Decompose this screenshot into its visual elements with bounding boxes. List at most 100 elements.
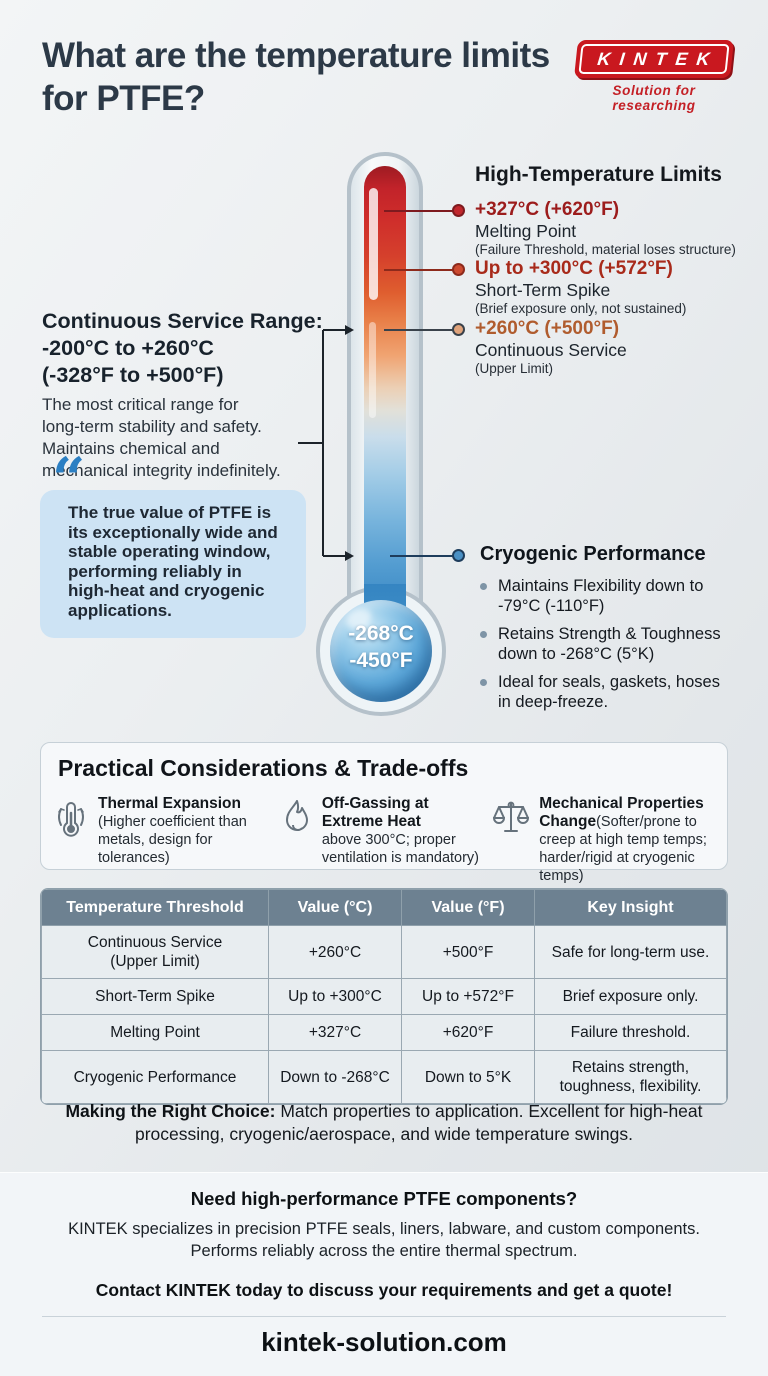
consideration-label: Thermal Expansion: [98, 795, 241, 812]
footer-contact-cta: Contact KINTEK today to discuss your req…: [95, 1280, 673, 1300]
consideration-text: Mechanical Properties Change(Softer/pron…: [539, 795, 722, 885]
cryogenic-connector-line: [390, 555, 456, 557]
consideration-desc: (Higher coefficient than metals, design …: [98, 814, 247, 866]
consideration-thermal-expansion: Thermal Expansion (Higher coefficient th…: [52, 795, 280, 885]
considerations-heading: Practical Considerations & Trade-offs: [58, 755, 469, 781]
consideration-mechanical-properties: Mechanical Properties Change(Softer/pron…: [491, 795, 722, 885]
cryogenic-bullet: Ideal for seals, gaskets, hoses in deep-…: [498, 673, 720, 711]
melting-point-value: +327°C (+620°F): [475, 199, 620, 220]
short-term-spike-annotation: Up to +300°C (+572°F) Short-Term Spike (…: [475, 258, 760, 317]
bullet-dot-icon: [480, 631, 487, 638]
footer-divider: [42, 1316, 726, 1317]
melting-point-dot: [452, 204, 465, 217]
making-right-choice-body: Match properties to application. Excelle…: [134, 1101, 703, 1144]
cryogenic-heading: Cryogenic Performance: [480, 543, 706, 565]
footer-band: [0, 1172, 768, 1376]
table-row: Short-Term Spike Up to +300°C Up to +572…: [41, 978, 727, 1015]
consideration-text: Thermal Expansion (Higher coefficient th…: [98, 795, 280, 885]
column-header: Temperature Threshold: [41, 889, 269, 926]
service-range-body: The most critical range for long-term st…: [42, 395, 281, 480]
short-term-spike-value: Up to +300°C (+572°F): [475, 258, 673, 279]
temperature-table: Temperature Threshold Value (°C) Value (…: [40, 888, 728, 1105]
service-range-heading: Continuous Service Range: -200°C to +260…: [42, 309, 323, 387]
table-cell: Safe for long-term use.: [534, 925, 727, 979]
scale-icon: [493, 801, 530, 832]
bullet-dot-icon: [480, 679, 487, 686]
short-term-spike-note: (Brief exposure only, not sustained): [475, 301, 687, 316]
flame-icon: [285, 800, 308, 831]
table-cell: +500°F: [401, 925, 535, 979]
kintek-logo: KINTEK Solution for researching: [574, 40, 736, 113]
table-cell: +327°C: [268, 1014, 402, 1051]
bulb-temperature-label: -268°C -450°F: [348, 622, 414, 672]
considerations-items: Thermal Expansion (Higher coefficient th…: [52, 795, 722, 885]
high-temp-heading: High-Temperature Limits: [475, 163, 722, 186]
table-cell: Down to -268°C: [268, 1050, 402, 1104]
logo-box: KINTEK: [574, 40, 734, 78]
continuous-service-value: +260°C (+500°F): [475, 318, 620, 339]
table-cell: Up to +300°C: [268, 978, 402, 1015]
column-header: Key Insight: [534, 889, 727, 926]
table-cell: Down to 5°K: [401, 1050, 535, 1104]
continuous-service-annotation: +260°C (+500°F) Continuous Service (Uppe…: [475, 318, 760, 377]
table-header-row: Temperature Threshold Value (°C) Value (…: [41, 889, 727, 926]
table-cell: Retains strength, toughness, flexibility…: [534, 1050, 727, 1104]
consideration-off-gassing: Off-Gassing at Extreme Heat above 300°C;…: [280, 795, 491, 885]
cryogenic-dot: [452, 549, 465, 562]
website-url: kintek-solution.com: [261, 1327, 507, 1357]
logo-box-border: KINTEK: [578, 44, 730, 74]
table-cell: Short-Term Spike: [41, 978, 269, 1015]
making-right-choice-label: Making the Right Choice:: [65, 1101, 276, 1121]
logo-wordmark: KINTEK: [596, 48, 720, 69]
list-item: Ideal for seals, gaskets, hoses in deep-…: [480, 672, 748, 712]
cryogenic-bullet-list: Maintains Flexibility down to -79°C (-11…: [480, 576, 748, 720]
consideration-label: Mechanical Properties Change: [539, 795, 704, 830]
consideration-text: Off-Gassing at Extreme Heat above 300°C;…: [322, 795, 479, 885]
column-header: Value (°C): [268, 889, 402, 926]
considerations-panel: [40, 742, 728, 870]
continuous-service-connector-line: [384, 329, 456, 331]
short-term-spike-label: Short-Term Spike: [475, 280, 611, 300]
list-item: Maintains Flexibility down to -79°C (-11…: [480, 576, 748, 616]
table-row: Cryogenic Performance Down to -268°C Dow…: [41, 1050, 727, 1104]
table-cell: Brief exposure only.: [534, 978, 727, 1015]
making-right-choice-text: Making the Right Choice: Match propertie…: [64, 1100, 704, 1146]
thermometer-highlight: [369, 322, 376, 418]
table-cell: +260°C: [268, 925, 402, 979]
consideration-text-inline: Mechanical Properties Change(Softer/pron…: [539, 795, 722, 885]
melting-point-annotation: +327°C (+620°F) Melting Point (Failure T…: [475, 199, 760, 258]
bullet-dot-icon: [480, 583, 487, 590]
short-term-spike-connector-line: [384, 269, 456, 271]
quote-mark-icon: “: [52, 445, 86, 513]
table-row: Continuous Service (Upper Limit) +260°C …: [41, 925, 727, 979]
continuous-service-dot: [452, 323, 465, 336]
table-row: Melting Point +327°C +620°F Failure thre…: [41, 1014, 727, 1051]
consideration-label: Off-Gassing at Extreme Heat: [321, 795, 429, 830]
footer-body: KINTEK specializes in precision PTFE sea…: [68, 1220, 700, 1260]
footer-heading: Need high-performance PTFE components?: [190, 1188, 578, 1209]
cryogenic-bullet: Maintains Flexibility down to -79°C (-11…: [498, 577, 704, 615]
continuous-service-note: (Upper Limit): [475, 361, 554, 376]
consideration-desc: (Softer/prone to creep at high temp temp…: [539, 814, 707, 884]
table-cell: Cryogenic Performance: [41, 1050, 269, 1104]
melting-point-note: (Failure Threshold, material loses struc…: [475, 242, 736, 257]
column-header: Value (°F): [401, 889, 535, 926]
quote-box: [40, 490, 306, 638]
list-item: Retains Strength & Toughness down to -26…: [480, 624, 748, 664]
consideration-desc: above 300°C; proper ventilation is manda…: [321, 832, 480, 866]
thermal-expansion-icon: [58, 801, 84, 837]
logo-tagline: Solution for researching: [612, 83, 696, 113]
page-title: What are the temperature limits for PTFE…: [42, 36, 550, 118]
continuous-service-label: Continuous Service: [475, 340, 627, 360]
melting-point-connector-line: [384, 210, 456, 212]
thermometer-highlight: [369, 188, 378, 300]
table-cell: Melting Point: [41, 1014, 269, 1051]
melting-point-label: Melting Point: [475, 221, 577, 241]
quote-text: The true value of PTFE is its exceptiona…: [68, 503, 278, 620]
cryogenic-bullet: Retains Strength & Toughness down to -26…: [498, 625, 721, 663]
table-cell: +620°F: [401, 1014, 535, 1051]
thermometer-bulb: [330, 600, 432, 702]
table-cell: Failure threshold.: [534, 1014, 727, 1051]
short-term-spike-dot: [452, 263, 465, 276]
